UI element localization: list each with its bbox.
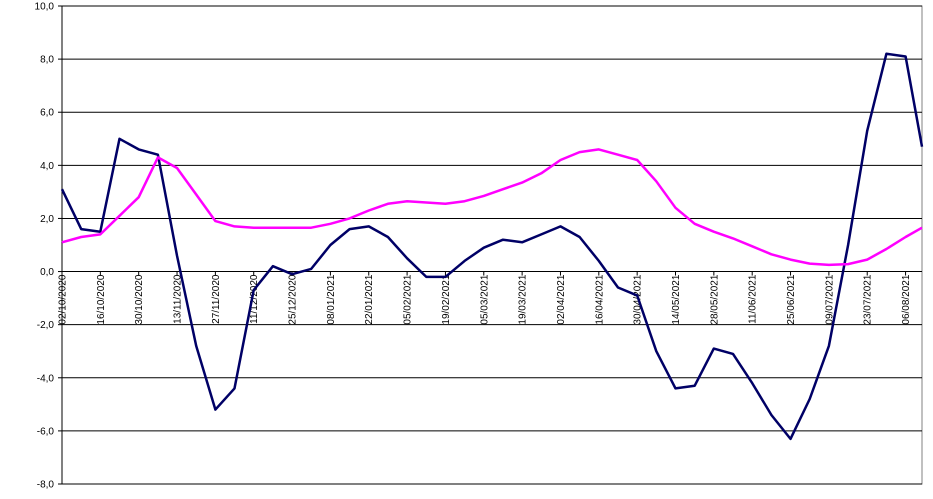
- y-tick-label: 4,0: [40, 161, 54, 172]
- y-tick-label: 0,0: [40, 267, 54, 278]
- y-tick-label: -6,0: [37, 426, 55, 437]
- x-tick-label: 06/08/2021: [901, 274, 912, 324]
- x-tick-label: 05/02/2021: [403, 274, 414, 324]
- x-tick-label: 28/05/2021: [709, 274, 720, 324]
- y-tick-label: -8,0: [37, 480, 55, 491]
- x-tick-label: 16/04/2021: [594, 274, 605, 324]
- x-tick-label: 16/10/2020: [96, 274, 107, 324]
- x-tick-label: 11/12/2020: [249, 274, 260, 324]
- x-tick-label: 11/06/2021: [748, 274, 759, 324]
- x-tick-label: 02/04/2021: [556, 274, 567, 324]
- x-tick-label: 08/01/2021: [326, 274, 337, 324]
- x-tick-label: 27/11/2020: [211, 274, 222, 324]
- x-tick-label: 14/05/2021: [671, 274, 682, 324]
- y-tick-label: 6,0: [40, 108, 54, 119]
- y-tick-label: -2,0: [37, 320, 55, 331]
- x-tick-label: 22/01/2021: [364, 274, 375, 324]
- x-tick-label: 30/10/2020: [134, 274, 145, 324]
- x-tick-label: 23/07/2021: [863, 274, 874, 324]
- x-tick-label: 25/12/2020: [288, 274, 299, 324]
- series-line: [61, 148, 923, 267]
- y-tick-label: -4,0: [37, 373, 55, 384]
- x-tick-label: 05/03/2021: [479, 274, 490, 324]
- x-tick-label: 09/07/2021: [824, 274, 835, 324]
- y-tick-label: 8,0: [40, 55, 54, 66]
- y-tick-label: 10,0: [35, 2, 55, 13]
- x-tick-label: 13/11/2020: [173, 274, 184, 324]
- x-tick-label: 19/03/2021: [518, 274, 529, 324]
- x-tick-label: 25/06/2021: [786, 274, 797, 324]
- y-tick-label: 2,0: [40, 214, 54, 225]
- series-line: [60, 52, 924, 441]
- x-tick-label: 19/02/2021: [441, 274, 452, 324]
- x-tick-label: 02/10/2020: [58, 274, 69, 324]
